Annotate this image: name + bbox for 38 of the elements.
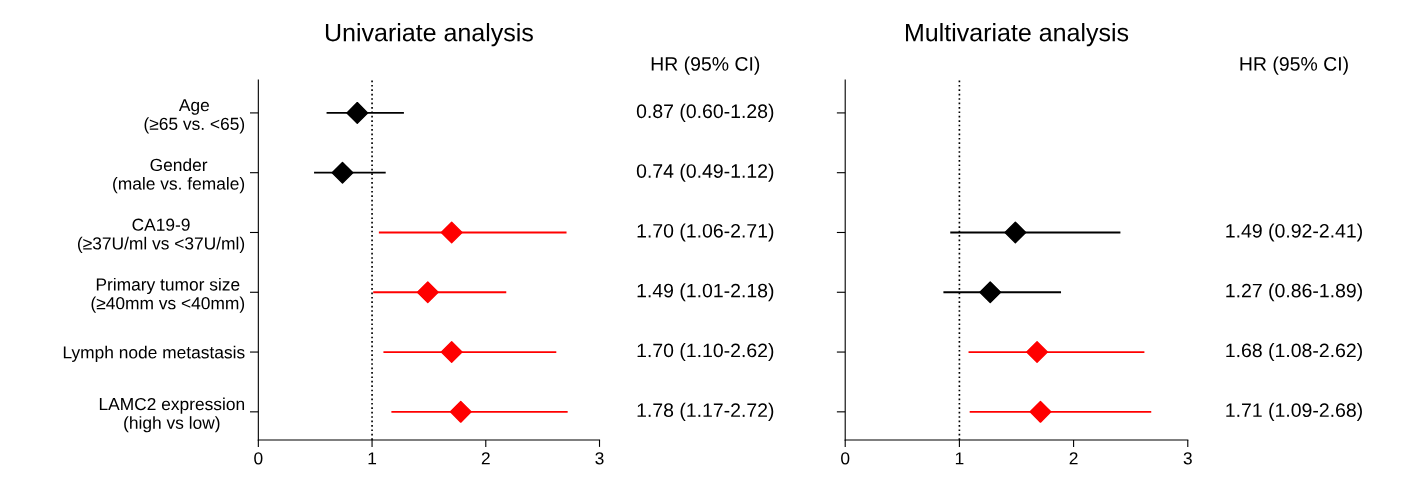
x-tick-label: 2: [1069, 452, 1078, 465]
y-tick-label: CA19-9 (≥37U/ml vs <37U/ml): [78, 218, 245, 253]
x-tick-label: 1: [368, 452, 377, 465]
y-tick-label: LAMC2 expression (high vs low): [99, 397, 245, 433]
x-tick-label: 1: [955, 452, 964, 465]
point: [346, 101, 369, 124]
x-tick-label: 3: [595, 452, 604, 465]
y-tick-label: Primary tumor size (≥40mm vs <40mm): [91, 277, 245, 313]
data-label: 1.70 (1.10-2.62): [637, 342, 774, 362]
data-label: 1.27 (0.86-1.89): [1226, 283, 1362, 302]
point: [449, 400, 472, 423]
data-label: 0.74 (0.49-1.12): [636, 163, 774, 182]
y-tick-label: Age (≥65 vs. <65): [144, 99, 245, 134]
data-label: 1.49 (1.01-2.18): [637, 283, 774, 302]
point: [416, 281, 439, 304]
x-tick-label: 3: [1183, 452, 1192, 465]
point: [331, 161, 354, 184]
point: [440, 221, 463, 244]
x-tick-label: 0: [254, 452, 263, 465]
data-label: 1.68 (1.08-2.62): [1226, 342, 1362, 362]
point: [1029, 400, 1052, 423]
y-tick-label: Gender (male vs. female): [113, 158, 245, 194]
data-label: 1.71 (1.09-2.68): [1226, 402, 1362, 421]
point: [1004, 221, 1027, 244]
point: [979, 281, 1002, 304]
x-tick-label: 0: [841, 452, 850, 465]
y-tick-label: Lymph node metastasis: [63, 345, 245, 362]
point: [440, 341, 463, 364]
data-label: 1.49 (0.92-2.41): [1226, 223, 1362, 242]
data-label: 0.87 (0.60-1.28): [636, 103, 774, 122]
text: HR (95% CI): [651, 56, 760, 75]
data-label: 1.78 (1.17-2.72): [637, 402, 774, 421]
point: [1026, 341, 1049, 364]
text: HR (95% CI): [1240, 56, 1348, 75]
chart-title: Multivariate analysis: [906, 23, 1129, 47]
chart-title: Univariate analysis: [325, 23, 533, 47]
data-label: 1.70 (1.06-2.71): [637, 223, 774, 242]
x-tick-label: 2: [481, 452, 490, 465]
